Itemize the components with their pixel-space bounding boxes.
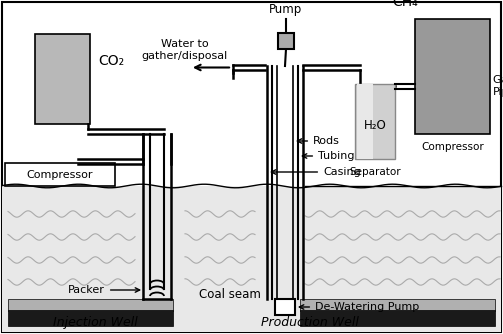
Text: Coal seam: Coal seam (199, 288, 261, 301)
Text: CO₂: CO₂ (98, 54, 124, 68)
Text: Rods: Rods (297, 136, 340, 146)
Text: Injection Well: Injection Well (53, 316, 137, 329)
Text: H₂O: H₂O (364, 119, 386, 132)
Text: Separator: Separator (349, 167, 401, 177)
Bar (35, 34, 90, 124)
Bar (278, 33, 294, 49)
Bar (300, 310, 495, 326)
Text: CH₄: CH₄ (392, 0, 418, 9)
Text: Water to
gather/disposal: Water to gather/disposal (142, 39, 228, 61)
Text: Compressor: Compressor (421, 142, 484, 152)
Bar (357, 84, 373, 159)
Bar (8, 299, 173, 311)
Text: Compressor: Compressor (27, 169, 93, 179)
Bar (2, 186, 501, 332)
Text: Tubing: Tubing (302, 151, 355, 161)
Bar (275, 299, 295, 315)
Bar (415, 19, 490, 134)
Text: Packer: Packer (68, 285, 140, 295)
Text: Gas to
Pipeline: Gas to Pipeline (493, 75, 503, 97)
Text: Production Well: Production Well (261, 316, 359, 329)
Bar (5, 163, 115, 186)
Text: Pump: Pump (270, 3, 303, 16)
Bar (8, 310, 173, 326)
Bar (355, 84, 395, 159)
Bar (300, 299, 495, 311)
Text: De-Watering Pump: De-Watering Pump (299, 302, 419, 312)
Text: Casing: Casing (271, 167, 361, 177)
